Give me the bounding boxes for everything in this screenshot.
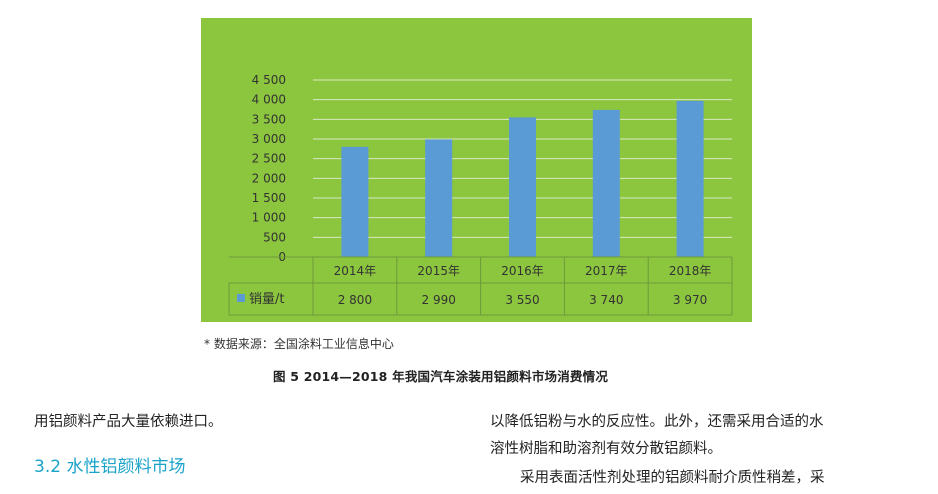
y-tick-label: 2 000	[252, 171, 286, 185]
category-label: 2018年	[669, 264, 712, 278]
right-paragraph-line-2: 溶性树脂和助溶剂有效分散铝颜料。	[490, 441, 722, 457]
category-label: 2015年	[417, 264, 460, 278]
category-label: 2017年	[585, 264, 628, 278]
section-heading: 3.2 水性铝颜料市场	[34, 457, 186, 477]
right-paragraph-line-1: 以降低铝粉与水的反应性。此外，还需采用合适的水	[490, 414, 824, 430]
value-label: 2 800	[338, 293, 372, 307]
bar-chart: 0 500 1 000 1 500 2 000 2 500 3 000 3 500 4 000 4…	[201, 18, 752, 322]
value-label: 3 970	[673, 293, 707, 307]
y-tick-label: 3 500	[252, 112, 286, 126]
bar	[425, 139, 453, 257]
value-label: 2 990	[422, 293, 456, 307]
y-tick-label: 1 000	[252, 211, 286, 225]
value-label: 3 740	[589, 293, 623, 307]
bar	[676, 100, 704, 257]
y-tick-label: 500	[263, 230, 286, 244]
category-label: 2014年	[334, 264, 377, 278]
figure-caption: 图 5 2014—2018 年我国汽车涂装用铝颜料市场消费情况	[273, 369, 609, 384]
y-tick-label: 4 000	[252, 93, 286, 107]
right-paragraph-line-3: 采用表面活性剂处理的铝颜料耐介质性稍差，采	[520, 470, 825, 486]
legend-label: 销量/t	[249, 292, 284, 307]
y-tick-label: 4 500	[252, 73, 286, 87]
y-tick-label: 1 500	[252, 191, 286, 205]
bar	[592, 109, 620, 257]
legend-swatch	[237, 294, 245, 302]
value-label: 3 550	[505, 293, 539, 307]
bar	[509, 117, 536, 257]
category-label: 2016年	[501, 264, 544, 278]
y-tick-label: 2 500	[252, 152, 286, 166]
y-tick-label: 3 000	[252, 132, 286, 146]
left-paragraph-tail: 用铝颜料产品大量依赖进口。	[34, 414, 223, 430]
source-note: * 数据来源：全国涂料工业信息中心	[204, 337, 394, 351]
bar	[341, 146, 369, 257]
